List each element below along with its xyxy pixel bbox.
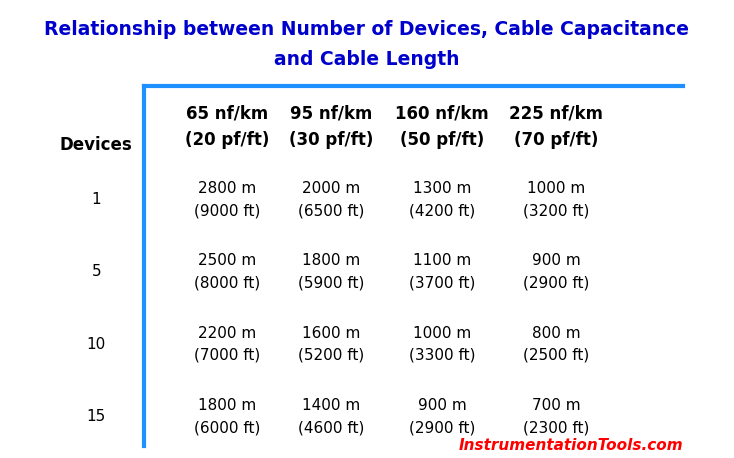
- Text: 1: 1: [92, 192, 101, 207]
- Text: 1000 m
(3200 ft): 1000 m (3200 ft): [523, 181, 589, 218]
- Text: 1400 m
(4600 ft): 1400 m (4600 ft): [298, 398, 364, 436]
- Text: 1800 m
(6000 ft): 1800 m (6000 ft): [194, 398, 260, 436]
- Text: Devices: Devices: [60, 136, 133, 154]
- Text: 2200 m
(7000 ft): 2200 m (7000 ft): [194, 326, 260, 363]
- Text: 1000 m
(3300 ft): 1000 m (3300 ft): [409, 326, 475, 363]
- Text: 95 nf/km
(30 pf/ft): 95 nf/km (30 pf/ft): [289, 105, 374, 149]
- Text: 900 m
(2900 ft): 900 m (2900 ft): [409, 398, 475, 436]
- Text: 800 m
(2500 ft): 800 m (2500 ft): [523, 326, 589, 363]
- Text: Relationship between Number of Devices, Cable Capacitance: Relationship between Number of Devices, …: [45, 21, 689, 39]
- Text: 10: 10: [87, 337, 106, 352]
- Text: 1300 m
(4200 ft): 1300 m (4200 ft): [409, 181, 475, 218]
- Text: 225 nf/km
(70 pf/ft): 225 nf/km (70 pf/ft): [509, 105, 603, 149]
- Text: 15: 15: [87, 409, 106, 424]
- Text: 1600 m
(5200 ft): 1600 m (5200 ft): [298, 326, 364, 363]
- Text: 5: 5: [92, 264, 101, 279]
- Text: InstrumentationTools.com: InstrumentationTools.com: [459, 438, 683, 453]
- Text: 2500 m
(8000 ft): 2500 m (8000 ft): [194, 253, 260, 290]
- Text: 65 nf/km
(20 pf/ft): 65 nf/km (20 pf/ft): [184, 105, 269, 149]
- Text: 700 m
(2300 ft): 700 m (2300 ft): [523, 398, 589, 436]
- Text: 2000 m
(6500 ft): 2000 m (6500 ft): [298, 181, 364, 218]
- Text: 1800 m
(5900 ft): 1800 m (5900 ft): [298, 253, 364, 290]
- Text: 160 nf/km
(50 pf/ft): 160 nf/km (50 pf/ft): [395, 105, 489, 149]
- Text: 900 m
(2900 ft): 900 m (2900 ft): [523, 253, 589, 290]
- Text: 2800 m
(9000 ft): 2800 m (9000 ft): [194, 181, 260, 218]
- Text: 1100 m
(3700 ft): 1100 m (3700 ft): [409, 253, 475, 290]
- Text: and Cable Length: and Cable Length: [275, 50, 459, 69]
